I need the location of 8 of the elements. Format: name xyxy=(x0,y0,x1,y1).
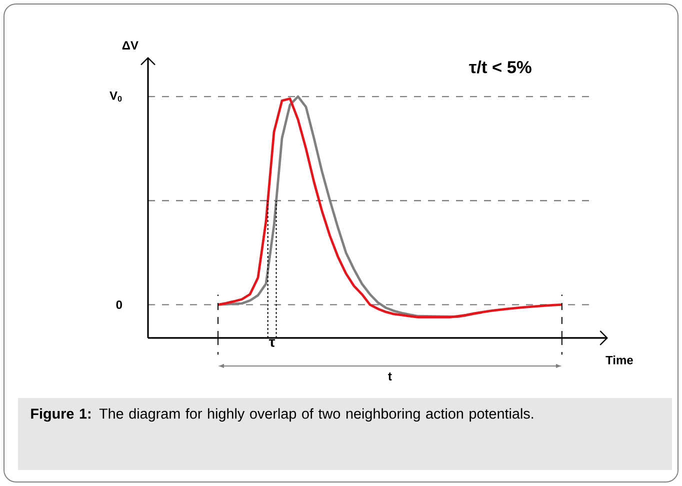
text: ΔV xyxy=(122,41,138,50)
text: τ/t < 5% xyxy=(469,60,532,74)
x-axis-title: Time xyxy=(606,356,633,364)
text: t xyxy=(388,372,392,380)
ref-line-label: 0 xyxy=(116,300,122,309)
text: Figure 1: The diagram for highly overlap of two neighboring action potentials. xyxy=(31,408,534,422)
ref-line-label: V$_{0}$ xyxy=(110,91,122,102)
text: τ xyxy=(268,339,276,347)
